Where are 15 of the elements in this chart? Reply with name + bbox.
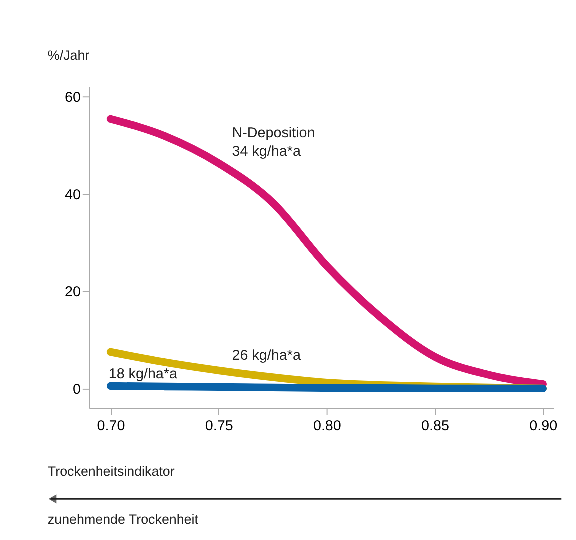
x-tick-label: 0.75 bbox=[205, 418, 234, 435]
x-tick-label: 0.85 bbox=[422, 418, 450, 435]
y-tick-label: 60 bbox=[65, 90, 81, 106]
y-tick-label: 0 bbox=[72, 382, 81, 398]
x-tick-label: 0.90 bbox=[530, 418, 558, 435]
series-label: 26 kg/ha*a bbox=[232, 348, 301, 364]
y-tick-label: 20 bbox=[65, 284, 81, 301]
x-axis-title: Trockenheitsindikator bbox=[48, 464, 176, 480]
y-tick-label: 40 bbox=[65, 187, 81, 204]
series-label: 18 kg/ha*a bbox=[108, 366, 178, 383]
text: zunehmende Trockenheit bbox=[48, 512, 199, 528]
series-label: N-Deposition 34 kg/ha*a bbox=[232, 126, 316, 160]
y-axis-title: %/Jahr bbox=[48, 48, 90, 64]
x-tick-label: 0.80 bbox=[313, 418, 342, 435]
x-tick-label: 0.70 bbox=[97, 418, 126, 435]
